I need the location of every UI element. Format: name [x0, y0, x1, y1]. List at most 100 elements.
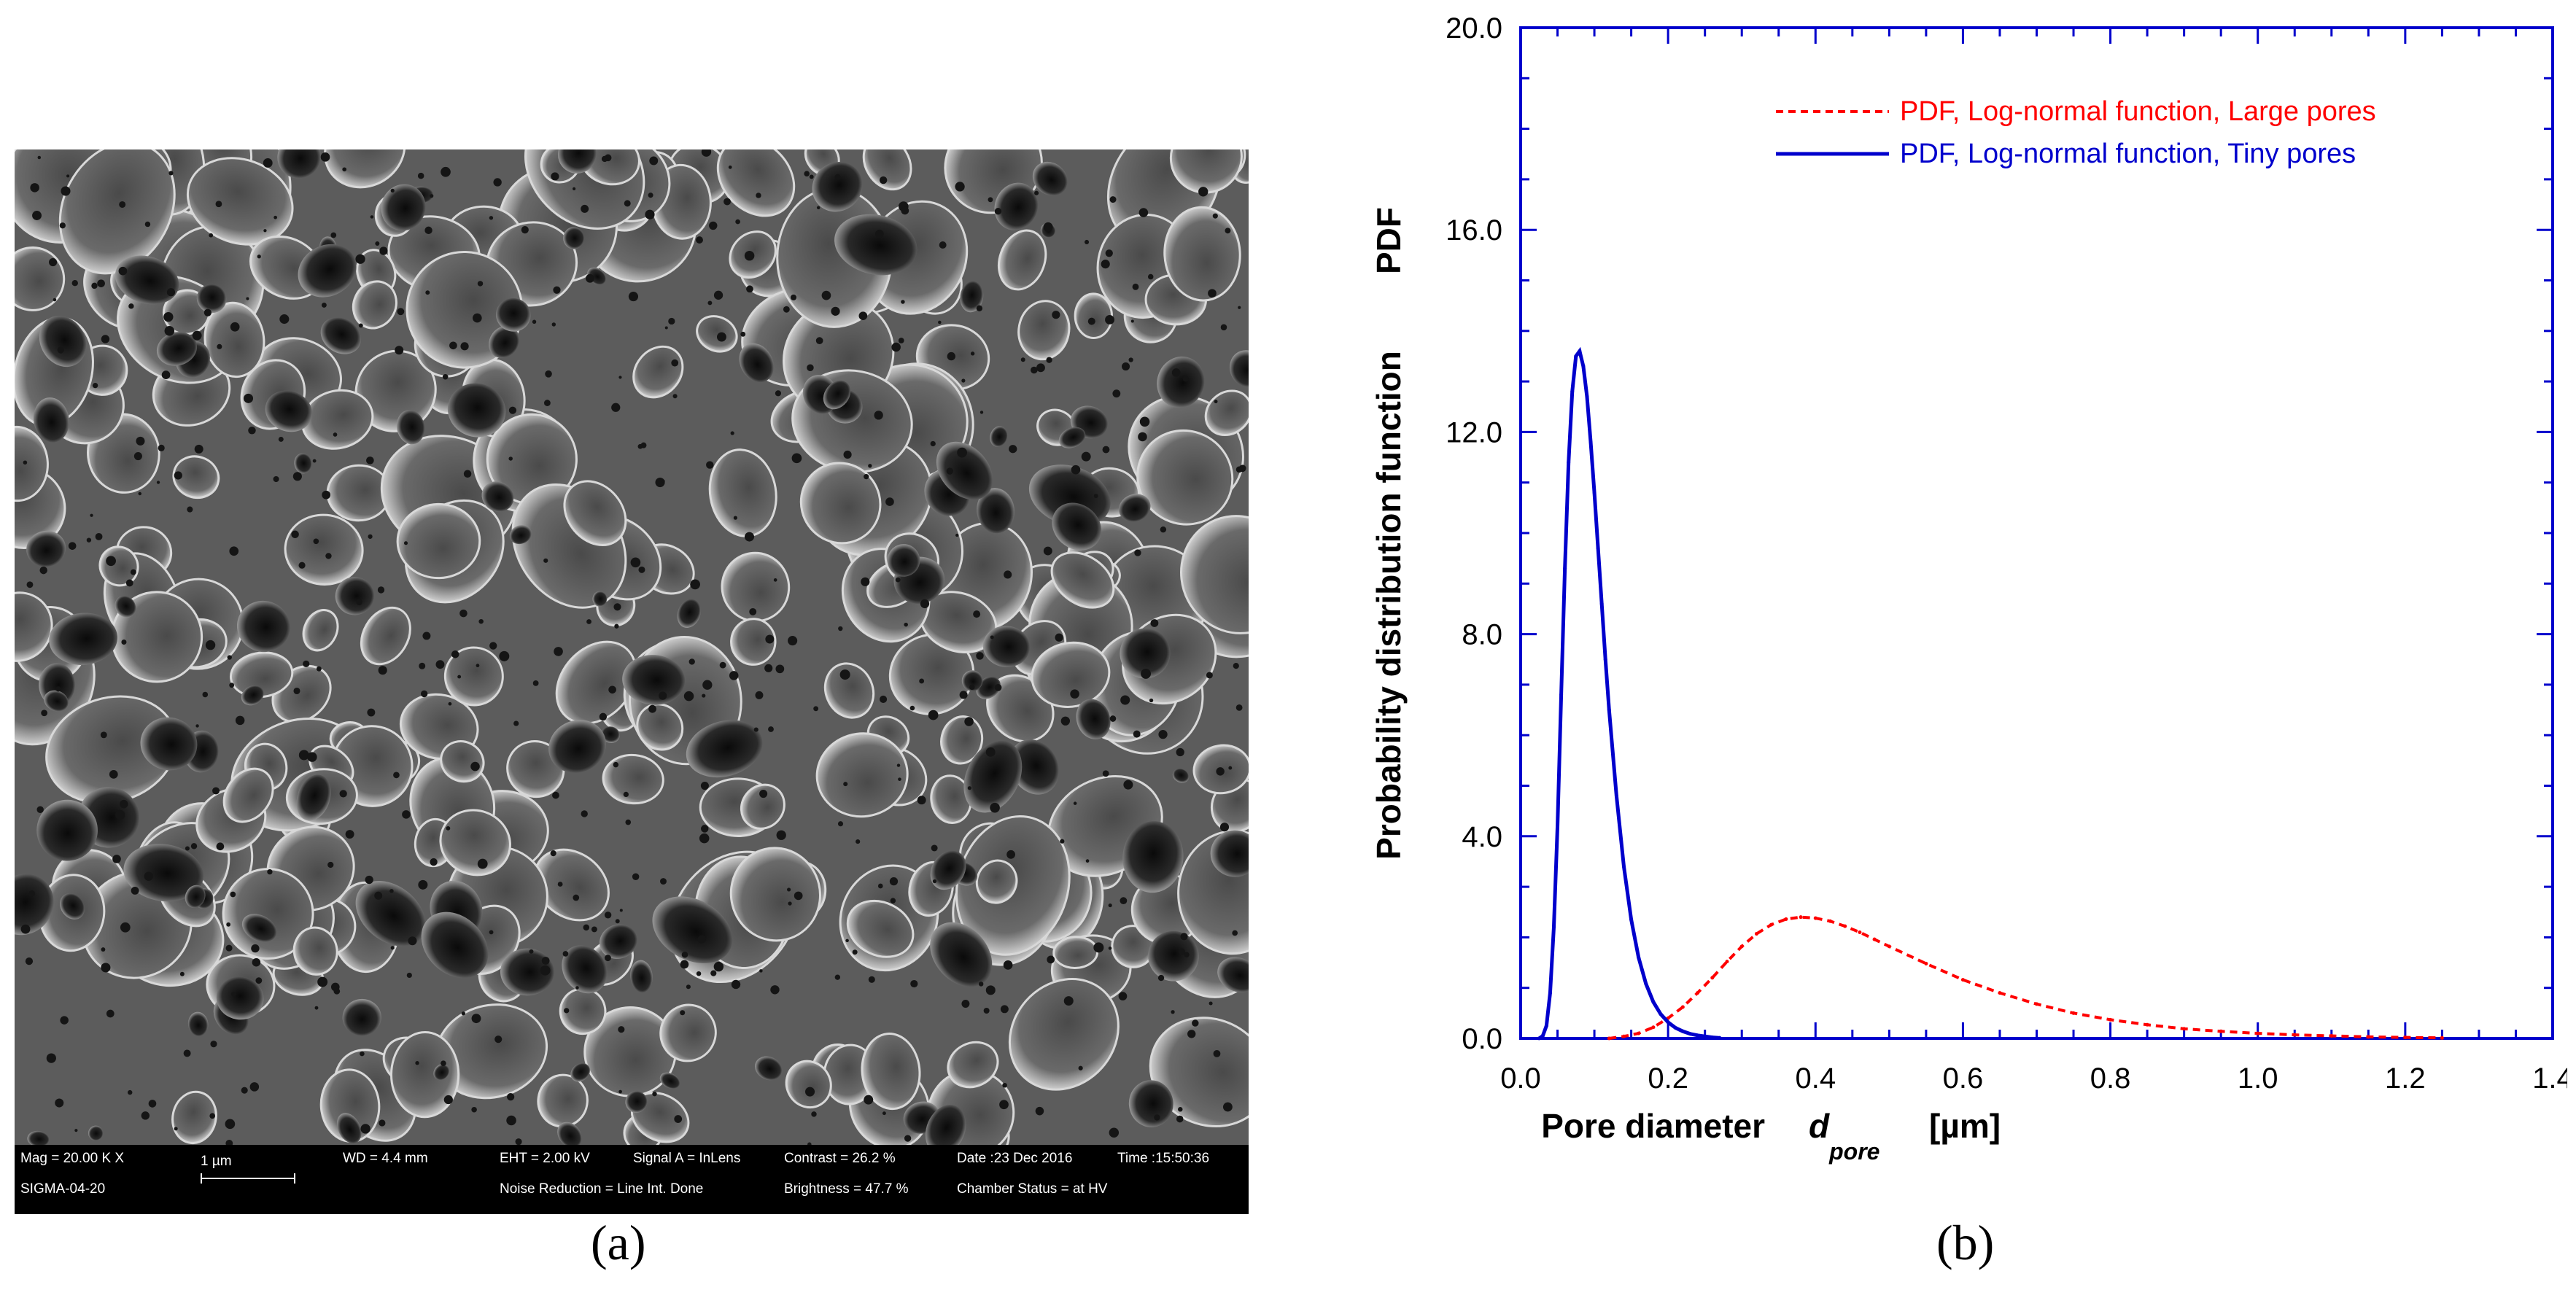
sem-micropore: [1105, 249, 1113, 257]
large-pores-point: [1710, 976, 1715, 980]
sem-micropore: [702, 693, 706, 698]
sem-micropore: [775, 664, 785, 674]
sem-micropore: [28, 890, 36, 897]
large-pores-point: [2108, 1017, 2113, 1022]
sem-micropore: [425, 290, 430, 295]
y-tick-label: 4.0: [1462, 821, 1502, 853]
y-tick-label: 16.0: [1446, 214, 1502, 246]
sem-micropore: [1102, 446, 1110, 454]
sem-micropore: [1180, 933, 1188, 941]
sem-micropore: [1120, 897, 1128, 905]
sem-micropore: [791, 453, 802, 464]
sem-micropore: [330, 232, 337, 238]
tiny-pores-point: [1570, 389, 1575, 394]
sem-micropore: [118, 266, 128, 276]
sem-micropore: [632, 873, 640, 881]
sem-micropore: [696, 971, 702, 976]
sem-micropore: [130, 569, 136, 575]
sem-micropore: [49, 258, 58, 267]
sem-pore: [298, 244, 357, 298]
large-pores-point: [2182, 1027, 2187, 1031]
sem-pore: [960, 281, 984, 313]
sem-micropore: [179, 971, 185, 976]
sem-micropore: [904, 622, 908, 627]
sem-contrast: Contrast = 26.2 %: [784, 1151, 896, 1166]
sem-micropore: [1139, 416, 1150, 427]
sem-noise: Noise Reduction = Line Int. Done: [500, 1181, 704, 1197]
sem-micropore: [1060, 839, 1065, 844]
sem-micropore: [365, 875, 373, 885]
sem-micropore: [183, 1049, 191, 1057]
sem-pore: [936, 441, 993, 500]
sem-micropore: [625, 819, 632, 825]
sem-pore: [216, 976, 264, 1020]
sem-micropore: [1158, 730, 1168, 739]
sem-micropore: [133, 451, 142, 461]
tiny-pores-point: [1578, 349, 1582, 354]
sem-micropore: [375, 241, 380, 246]
sem-micropore: [212, 787, 220, 795]
sem-pore: [196, 284, 227, 314]
sem-micropore: [1214, 400, 1218, 404]
sem-micropore: [532, 319, 537, 324]
sem-micropore: [990, 802, 1000, 813]
sem-micropore: [1055, 633, 1063, 642]
sem-pore: [44, 690, 69, 712]
sem-micropore: [106, 556, 116, 567]
sem-pore: [115, 255, 179, 305]
sem-micropore: [680, 960, 689, 969]
sem-micropore: [215, 201, 222, 208]
sem-micropore: [210, 1041, 217, 1048]
sem-micropore: [759, 969, 763, 973]
sem-micropore: [463, 470, 472, 478]
sem-micropore: [39, 566, 47, 575]
sem-micropore: [1138, 208, 1149, 217]
sem-micropore: [1118, 992, 1128, 1000]
sem-micropore: [144, 871, 154, 881]
sem-micropore: [976, 652, 984, 660]
x-axis-symbol: dpore: [1809, 1107, 1879, 1165]
y-axis-title: Probability distribution function: [1370, 351, 1408, 860]
sem-micropore: [74, 1129, 78, 1132]
sem-cell: [229, 651, 294, 699]
sem-micropore: [932, 879, 937, 884]
sem-micropore: [735, 219, 740, 225]
sem-micropore: [313, 538, 319, 545]
sem-micropore: [1112, 389, 1121, 398]
sem-pore: [570, 1062, 590, 1082]
sem-micropore: [163, 311, 174, 322]
sem-micropore: [804, 171, 810, 176]
sem-cell: [730, 618, 777, 666]
sem-micropore: [55, 1098, 64, 1108]
sem-micropore: [420, 690, 428, 698]
sem-pore: [88, 1125, 104, 1141]
sem-micropore: [970, 351, 975, 356]
sem-micropore: [1078, 1065, 1083, 1070]
large-pores-point: [1739, 944, 1744, 949]
sem-micropore: [1035, 1106, 1044, 1116]
sem-pore: [335, 577, 374, 615]
sem-micropore: [20, 924, 31, 934]
sem-micropore: [23, 460, 28, 465]
sem-micropore: [1182, 376, 1189, 382]
sem-micropore: [37, 155, 42, 160]
sem-pore: [1229, 350, 1249, 387]
large-pores-point: [1813, 916, 1817, 920]
sem-cell: [1149, 1017, 1249, 1128]
sem-pore: [677, 599, 701, 629]
sem-micropore: [1171, 368, 1181, 377]
sem-micropore: [591, 926, 597, 933]
sem-micropore: [100, 731, 107, 739]
sem-micropore: [144, 221, 151, 228]
sem-micropore: [55, 686, 61, 692]
x-axis-unit: [µm]: [1929, 1107, 2001, 1145]
sem-micropore: [478, 618, 484, 624]
sem-pore: [26, 530, 66, 567]
sem-micropore: [461, 1011, 465, 1016]
tiny-pores-point: [1696, 1033, 1700, 1038]
sem-micropore: [273, 475, 279, 483]
sem-micropore: [834, 174, 841, 180]
sem-cell: [659, 1003, 717, 1062]
sem-micropore: [664, 326, 668, 330]
y-tick-label: 12.0: [1446, 416, 1502, 448]
